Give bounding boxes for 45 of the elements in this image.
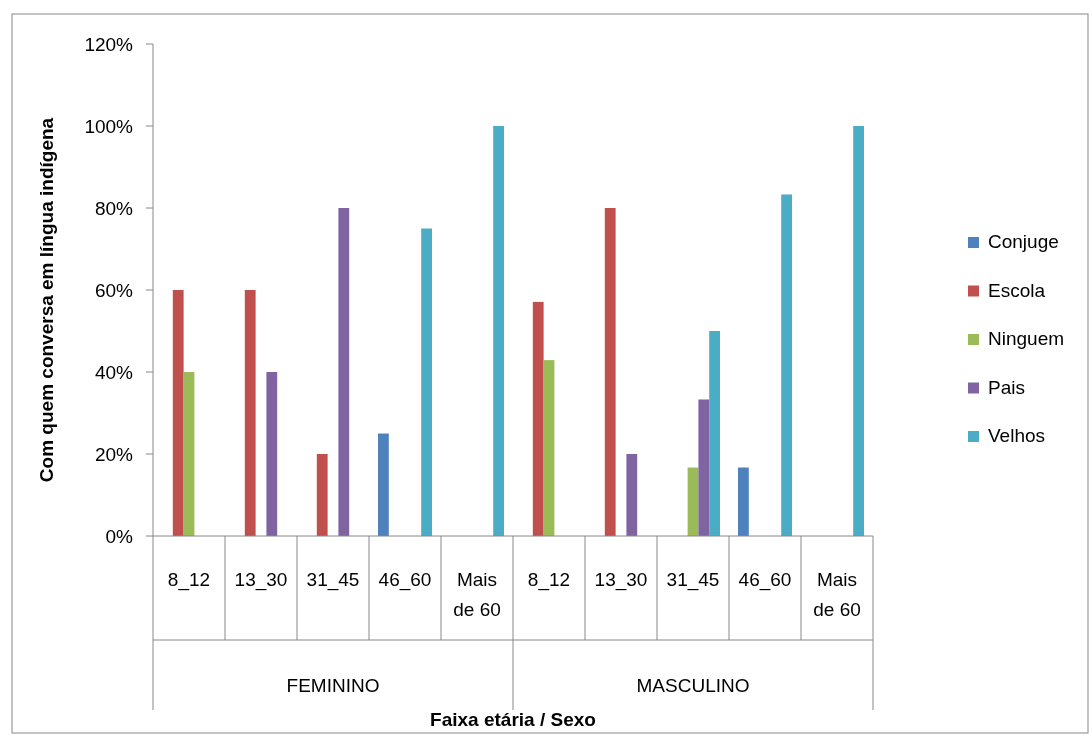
- bar: [493, 126, 504, 536]
- bar: [709, 331, 720, 536]
- x-tick-label: 8_12: [167, 569, 211, 591]
- bar: [626, 454, 638, 536]
- bar: [421, 228, 432, 536]
- bar: [378, 433, 389, 536]
- x-tick-label: 31_45: [306, 569, 360, 591]
- x-tick-label: 31_45: [666, 569, 720, 591]
- text: FEMININO: [286, 675, 380, 696]
- y-tick-label: 20%: [94, 443, 134, 465]
- legend-label: Ninguem: [988, 328, 1065, 349]
- bar: [853, 126, 864, 536]
- x-tick-label: 46_60: [738, 569, 792, 591]
- text: MASCULINO: [636, 675, 750, 696]
- x-axis-title: Faixa etária / Sexo: [430, 709, 596, 730]
- y-tick-label: 40%: [94, 361, 134, 383]
- bar: [698, 399, 710, 536]
- y-axis-title: Com quem conversa em língua indígena: [36, 117, 57, 483]
- legend-label: Conjuge: [988, 231, 1059, 252]
- bar: [183, 372, 195, 536]
- bar: [604, 208, 616, 536]
- bar: [244, 290, 256, 536]
- x-tick-label: Mais de 60: [813, 569, 861, 620]
- bar: [781, 194, 792, 536]
- x-tick-label: Mais de 60: [453, 569, 501, 620]
- bar: [543, 360, 555, 536]
- bar: [172, 290, 184, 536]
- x-tick-label: 8_12: [527, 569, 571, 591]
- y-tick-label: 60%: [94, 279, 134, 301]
- bar: [532, 301, 544, 536]
- bar: [316, 454, 328, 536]
- bar: [266, 372, 278, 536]
- x-tick-label: 13_30: [594, 569, 648, 591]
- bar: [738, 467, 749, 536]
- y-tick-label: 120%: [84, 33, 134, 55]
- bar: [338, 208, 350, 536]
- x-tick-label: 46_60: [378, 569, 432, 591]
- y-tick-label: 100%: [84, 115, 134, 137]
- x-tick-label: 13_30: [234, 569, 288, 591]
- legend-label: Escola: [988, 279, 1046, 301]
- bar: [687, 467, 699, 536]
- legend-label: Velhos: [988, 425, 1046, 446]
- y-tick-label: 0%: [105, 525, 134, 547]
- legend-label: Pais: [988, 376, 1025, 398]
- y-tick-label: 80%: [94, 197, 134, 219]
